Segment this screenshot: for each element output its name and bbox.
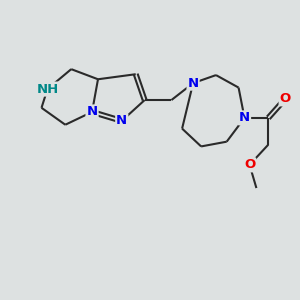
Text: N: N [239,111,250,124]
Text: NH: NH [36,82,58,96]
Text: N: N [188,76,199,90]
Text: O: O [244,158,255,171]
Text: O: O [280,92,291,105]
Text: N: N [86,106,98,118]
Text: N: N [116,114,127,128]
